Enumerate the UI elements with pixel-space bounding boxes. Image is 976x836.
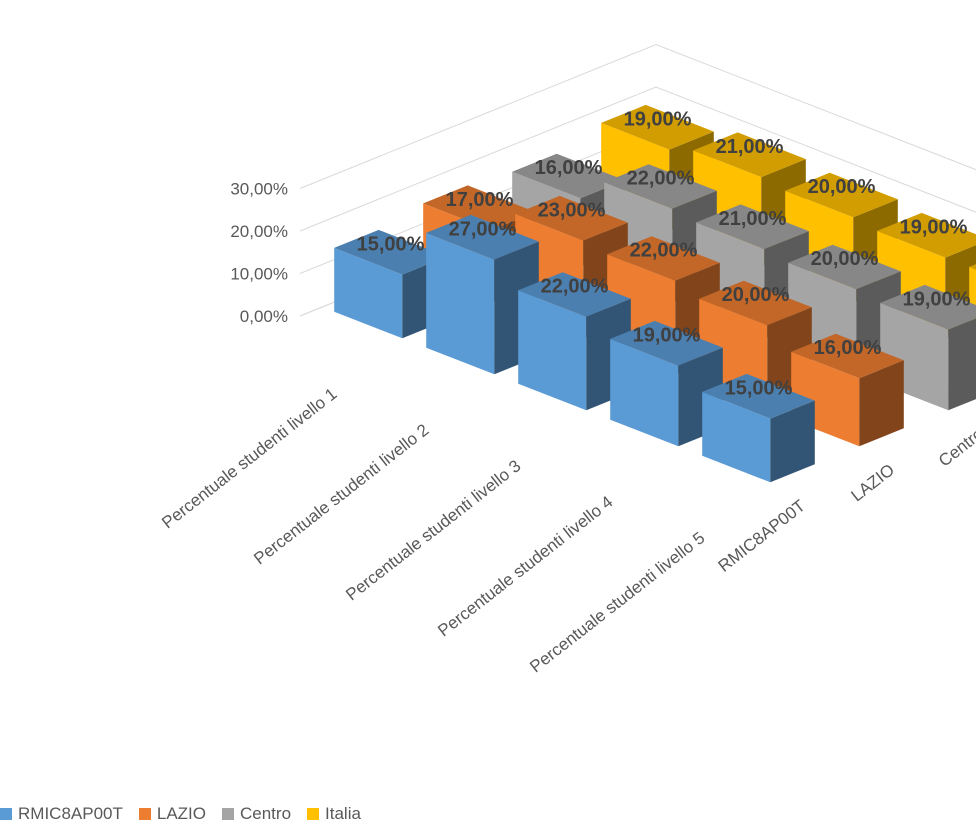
data-label-centro-1: 16,00% xyxy=(535,157,603,179)
data-labels: 19,00% 21,00% 20,00% 19,00% 19,00% 16,00% 22,0… xyxy=(357,108,971,399)
bar-rmic8ap00t-5 xyxy=(702,373,815,483)
bar-top-face xyxy=(515,195,628,241)
series-axis-label-lazio: LAZIO xyxy=(848,460,898,505)
data-label-lazio-1: 17,00% xyxy=(446,189,514,211)
legend-swatch-centro xyxy=(222,808,234,820)
bar-top-face xyxy=(334,229,447,275)
legend-item-lazio: LAZIO xyxy=(138,804,206,824)
y-tick-label: 20,00% xyxy=(230,222,288,241)
legend-swatch-lazio xyxy=(138,808,151,820)
legend-item-centro: Centro xyxy=(222,804,291,824)
legend-label-rmic8ap00t: RMIC8AP00T xyxy=(18,804,123,823)
bar-top-face xyxy=(880,284,976,330)
data-label-rmic8ap00t-2: 27,00% xyxy=(449,218,517,240)
data-label-centro-3: 21,00% xyxy=(719,208,787,230)
data-label-italia-1: 19,00% xyxy=(624,108,692,130)
bar-top-face xyxy=(423,185,536,231)
gridline xyxy=(299,86,976,232)
bar-rmic8ap00t-3 xyxy=(518,272,631,411)
data-label-italia-2: 21,00% xyxy=(716,136,784,158)
y-tick-label: 10,00% xyxy=(230,265,288,284)
bar-top-face xyxy=(426,214,539,260)
data-label-centro-4: 20,00% xyxy=(811,248,879,270)
data-label-centro-5: 19,00% xyxy=(903,288,971,310)
data-label-lazio-2: 23,00% xyxy=(538,199,606,221)
bar-top-face xyxy=(702,373,815,419)
legend-item-italia: Italia xyxy=(307,804,361,824)
gridline xyxy=(299,43,976,189)
bar-side-face xyxy=(770,400,815,483)
bar-top-face xyxy=(607,236,720,281)
bar-top-face xyxy=(877,212,976,258)
series-axis-label-rmic8ap00t: RMIC8AP00T xyxy=(715,496,809,576)
bar-top-face xyxy=(693,132,806,178)
bar-front-face xyxy=(334,247,403,339)
bar-top-face xyxy=(785,172,898,218)
bar-top-face xyxy=(699,280,812,326)
data-label-rmic8ap00t-3: 22,00% xyxy=(541,276,609,298)
bar-front-face xyxy=(426,232,495,375)
bar-front-face xyxy=(518,290,587,411)
data-label-lazio-4: 20,00% xyxy=(722,284,790,306)
series-axis-label-centro: Centro xyxy=(935,424,976,470)
bar-side-face xyxy=(948,318,976,411)
data-label-lazio-3: 22,00% xyxy=(630,240,698,262)
data-label-rmic8ap00t-1: 15,00% xyxy=(357,233,425,255)
legend-swatch-rmic8ap00t xyxy=(0,808,12,820)
y-tick-label: 30,00% xyxy=(230,180,288,199)
bar-top-face xyxy=(610,320,723,366)
bar-top-face xyxy=(601,104,714,150)
legend-swatch-italia xyxy=(307,808,320,820)
data-label-italia-3: 20,00% xyxy=(808,176,876,198)
chart-3d-bar: 0,00% 10,00% 20,00% 30,00% Percentuale stud… xyxy=(158,43,976,676)
legend-label-lazio: LAZIO xyxy=(156,804,206,823)
bar-top-face xyxy=(969,264,976,270)
bar-top-face xyxy=(604,164,717,209)
bar-top-face xyxy=(512,153,625,199)
legend-label-centro: Centro xyxy=(240,804,292,823)
bar-top-face xyxy=(518,272,631,317)
legend-label-italia: Italia xyxy=(325,804,361,823)
data-label-lazio-5: 16,00% xyxy=(814,337,882,359)
data-label-rmic8ap00t-5: 15,00% xyxy=(725,377,793,399)
bar-front-face xyxy=(610,338,679,447)
bar-side-face xyxy=(859,360,904,447)
legend: RMIC8AP00T LAZIO Centro Italia xyxy=(0,800,377,828)
data-label-italia-4: 19,00% xyxy=(900,216,968,238)
data-label-rmic8ap00t-4: 19,00% xyxy=(633,324,701,346)
legend-item-rmic8ap00t: RMIC8AP00T xyxy=(0,804,123,824)
y-tick-label: 0,00% xyxy=(240,307,288,326)
bar-top-face xyxy=(791,333,904,379)
bar-rmic8ap00t-2 xyxy=(426,214,539,375)
data-label-centro-2: 22,00% xyxy=(627,168,695,190)
bar-top-face xyxy=(696,204,809,250)
bars xyxy=(334,104,976,483)
y-axis-ticks: 0,00% 10,00% 20,00% 30,00% xyxy=(230,180,288,327)
bar-front-face xyxy=(702,391,771,483)
category-labels: Percentuale studenti livello 1Percentual… xyxy=(158,384,708,676)
bar-top-face xyxy=(788,244,901,290)
